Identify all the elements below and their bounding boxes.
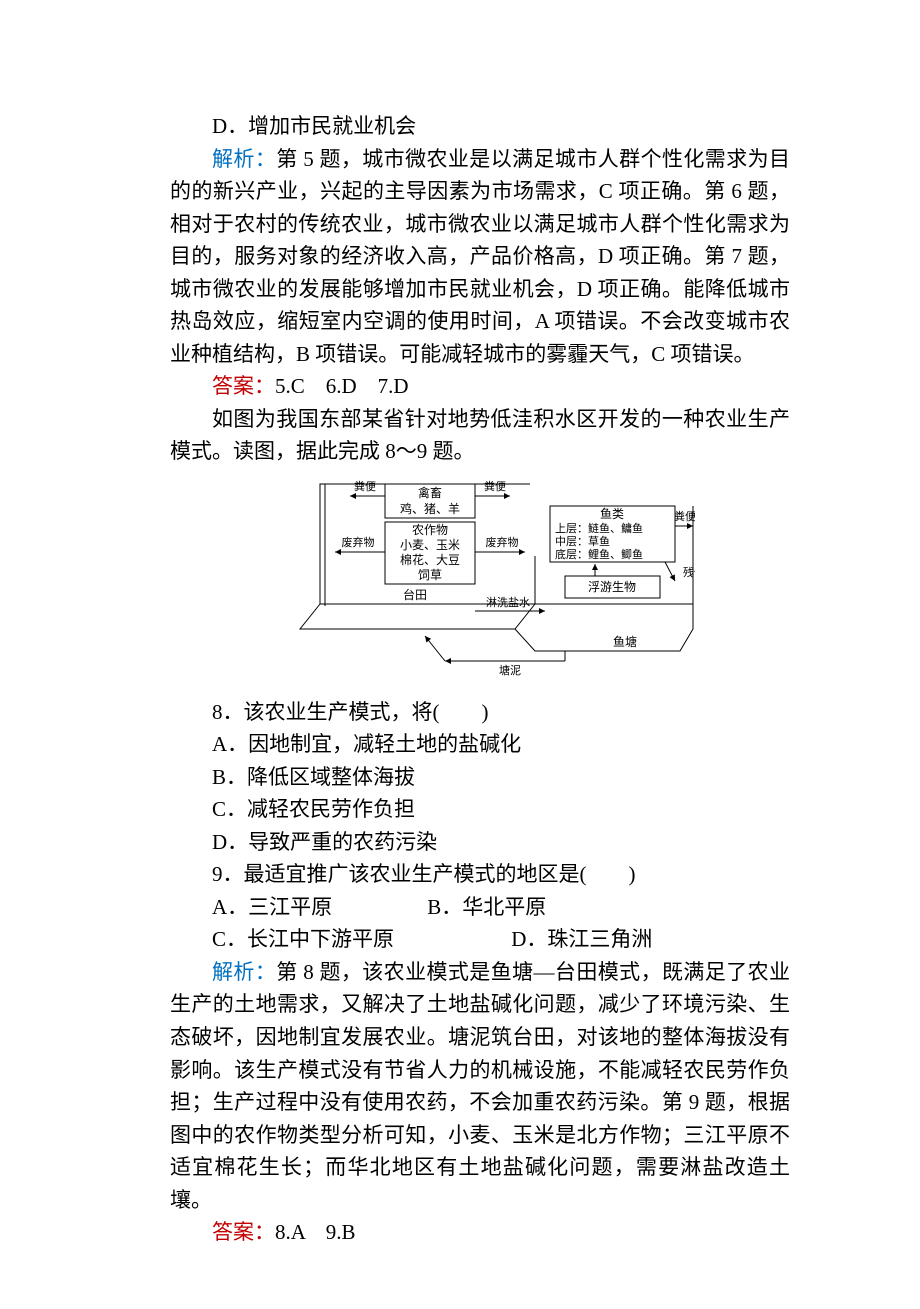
- q8-opt-a: A．因地制宜，减轻土地的盐碱化: [170, 728, 790, 761]
- analysis-5-7: 解析：第 5 题，城市微农业是以满足城市人群个性化需求为目的的新兴产业，兴起的主…: [170, 143, 790, 371]
- analysis-8-9: 解析：第 8 题，该农业模式是鱼塘—台田模式，既满足了农业生产的土地需求，又解决…: [170, 956, 790, 1216]
- answer-label: 答案：: [212, 374, 275, 398]
- answer-5-7: 答案：5.C 6.D 7.D: [170, 370, 790, 403]
- analysis-label-89: 解析：: [212, 960, 276, 984]
- q9-opt-d: D．珠江三角洲: [511, 923, 652, 956]
- analysis-label: 解析：: [212, 147, 276, 171]
- answer-label-89: 答案：: [212, 1220, 275, 1244]
- agri-diagram: 禽畜 鸡、猪、羊 粪便 粪便 农作物 小麦、玉米 棉花、大豆 饲草 废弃物 废弃…: [265, 476, 695, 676]
- poultry-sub: 鸡、猪、羊: [400, 501, 460, 516]
- analysis-text: 第 5 题，城市微农业是以满足城市人群个性化需求为目的的新兴产业，兴起的主导因素…: [170, 147, 790, 366]
- q9-opt-a: A．三江平原: [212, 891, 422, 924]
- pond-label: 鱼塘: [613, 634, 637, 649]
- q8-opt-c: C．减轻农民劳作负担: [170, 793, 790, 826]
- wash-label: 淋洗盐水: [486, 596, 530, 609]
- plankton: 浮游生物: [588, 580, 636, 594]
- crops-l1: 小麦、玉米: [400, 538, 460, 552]
- crops-l3: 饲草: [418, 568, 442, 582]
- crops-title: 农作物: [412, 523, 448, 537]
- q9-opts-ab: A．三江平原 B．华北平原: [170, 891, 790, 924]
- q8-stem: 8．该农业生产模式，将( ): [170, 696, 790, 729]
- mud-label: 塘泥: [499, 663, 521, 676]
- answer-text: 5.C 6.D 7.D: [275, 374, 409, 398]
- stem-8-9: 如图为我国东部某省针对地势低洼积水区开发的一种农业生产模式。读图，据此完成 8～…: [170, 403, 790, 468]
- q8-opt-b: B．降低区域整体海拔: [170, 761, 790, 794]
- waste-right: 废弃物: [486, 535, 519, 549]
- q8-opt-d: D．导致严重的农药污染: [170, 826, 790, 859]
- fish-l2: 中层：草鱼: [555, 534, 610, 548]
- fish-feces: 粪便: [674, 509, 695, 523]
- diagram-wrap: 禽畜 鸡、猪、羊 粪便 粪便 农作物 小麦、玉米 棉花、大豆 饲草 废弃物 废弃…: [170, 476, 790, 686]
- feces-right: 粪便: [484, 479, 506, 493]
- analysis-text-89: 第 8 题，该农业模式是鱼塘—台田模式，既满足了农业生产的土地需求，又解决了土地…: [170, 960, 790, 1212]
- crops-l2: 棉花、大豆: [400, 552, 460, 567]
- fish-l1: 上层：鲢鱼、鳙鱼: [555, 521, 643, 535]
- fish-title: 鱼类: [600, 507, 624, 521]
- q9-opt-c: C．长江中下游平原: [212, 923, 506, 956]
- page: D．增加市民就业机会 解析：第 5 题，城市微农业是以满足城市人群个性化需求为目…: [0, 0, 920, 1309]
- waste-left: 废弃物: [342, 535, 375, 549]
- answer-text-89: 8.A 9.B: [275, 1220, 356, 1244]
- feces-left: 粪便: [354, 479, 376, 493]
- taitian-label: 台田: [403, 587, 427, 602]
- fish-l3: 底层：鲤鱼、鲫鱼: [555, 547, 643, 561]
- q9-opts-cd: C．长江中下游平原 D．珠江三角洲: [170, 923, 790, 956]
- poultry-title: 禽畜: [418, 485, 442, 500]
- q7-option-d: D．增加市民就业机会: [170, 110, 790, 143]
- q9-opt-b: B．华北平原: [427, 891, 546, 924]
- q9-stem: 9．最适宜推广该农业生产模式的地区是( ): [170, 858, 790, 891]
- answer-8-9: 答案：8.A 9.B: [170, 1216, 790, 1249]
